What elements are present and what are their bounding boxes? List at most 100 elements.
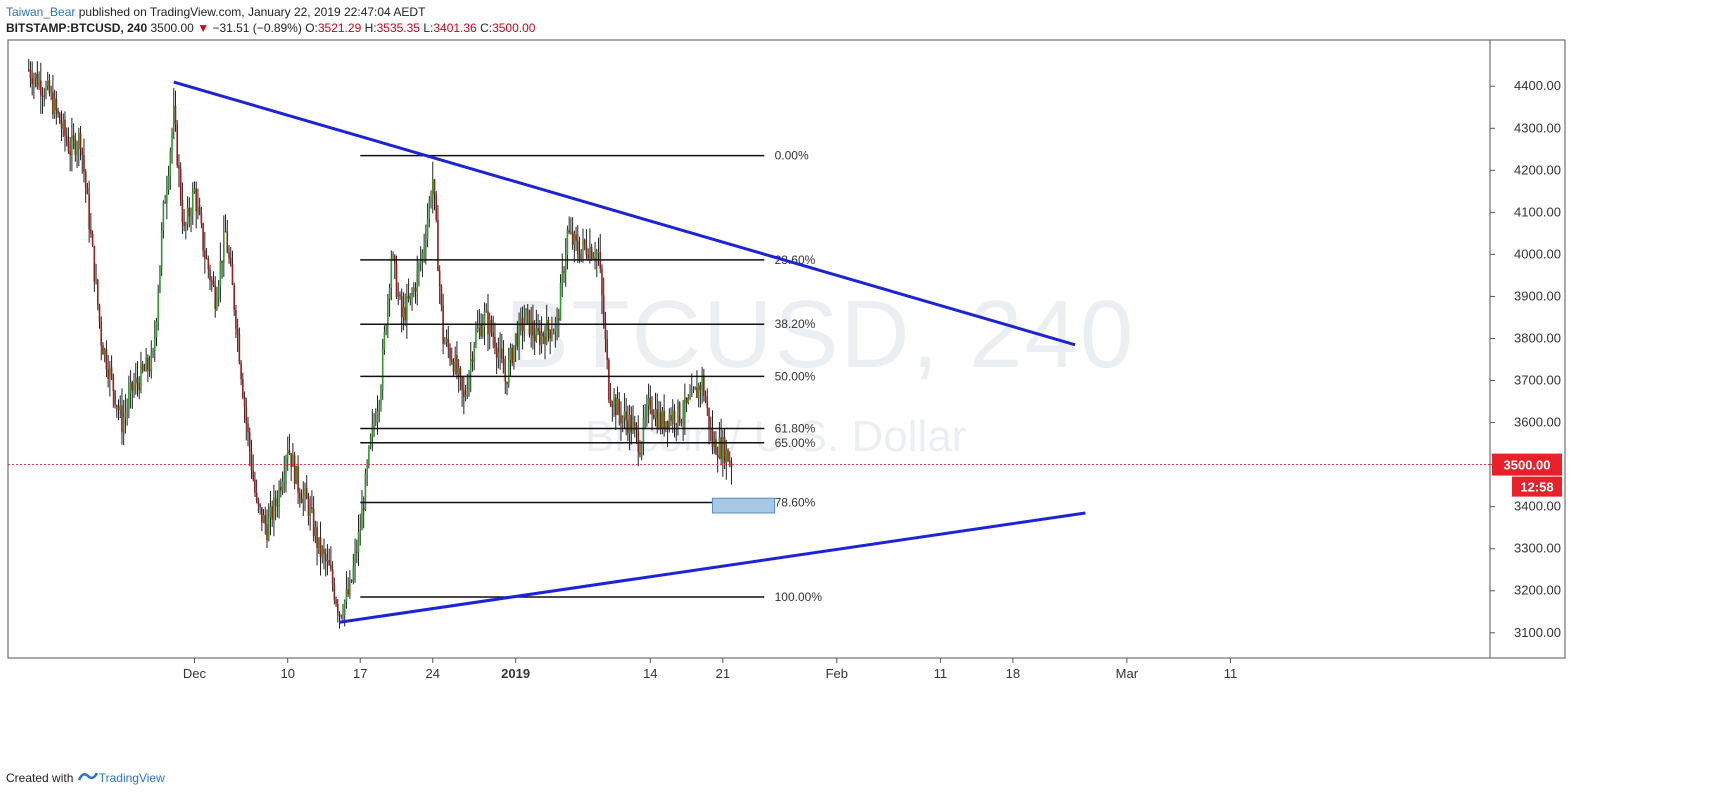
candle-body [658, 412, 660, 428]
candle-body [369, 436, 372, 448]
candle-body [506, 381, 508, 385]
candle-body [229, 258, 232, 265]
y-tick-label: 4200.00 [1514, 162, 1561, 177]
candle-body [219, 260, 222, 286]
publish-line: Taiwan_Bear published on TradingView.com… [6, 4, 535, 20]
candle-body [69, 151, 71, 156]
candle-body [456, 354, 458, 375]
candle-body [176, 124, 179, 166]
candle-body [43, 95, 46, 97]
author-link[interactable]: Taiwan_Bear [6, 5, 76, 19]
candle-body [594, 258, 596, 260]
candle-body [563, 270, 565, 274]
x-tick-label: Mar [1116, 666, 1139, 681]
candle-body [93, 246, 96, 282]
candle-body [604, 322, 607, 340]
candle-body [362, 508, 365, 510]
symbol-label: BITSTAMP:BTCUSD, 240 [6, 21, 148, 35]
y-tick-label: 4100.00 [1514, 204, 1561, 219]
candle-body [162, 202, 165, 231]
candle-body [295, 466, 298, 484]
candle-body [299, 492, 301, 499]
candle-body [616, 399, 619, 416]
candle-body [601, 268, 603, 296]
candle-body [671, 410, 674, 421]
candle-body [62, 119, 65, 129]
candle-body [224, 231, 227, 233]
candle-body [716, 454, 719, 458]
candle-body [276, 505, 279, 507]
candle-body [288, 450, 291, 454]
high-label: H: [364, 21, 377, 35]
candle-body [248, 432, 251, 452]
candle-body [269, 506, 272, 518]
close-label: C: [480, 21, 493, 35]
candle-body [704, 395, 707, 402]
candle-body [145, 357, 147, 372]
candle-body [520, 317, 522, 320]
candle-body [659, 412, 662, 429]
candle-body [378, 403, 381, 411]
candle-body [38, 80, 40, 87]
candle-body [390, 258, 393, 288]
candle-body [274, 497, 277, 506]
candle-body [611, 404, 614, 408]
candle-body [459, 368, 462, 378]
candle-body [495, 347, 498, 358]
candle-body [209, 269, 211, 281]
candle-body [687, 397, 690, 403]
y-tick-label: 3300.00 [1514, 541, 1561, 556]
candle-body [283, 474, 286, 482]
candle-body [409, 293, 412, 299]
candle-body [552, 332, 555, 335]
candle-body [469, 359, 472, 374]
candle-body [153, 337, 156, 352]
candle-body [221, 260, 223, 263]
candle-body [333, 584, 336, 600]
candle-body [718, 437, 721, 458]
tradingview-brand-link[interactable]: TradingView [98, 771, 165, 785]
candle-body [556, 318, 558, 323]
candle-body [198, 205, 201, 214]
candle-body [164, 202, 166, 204]
candle-body [359, 530, 362, 532]
candle-body [535, 327, 538, 342]
candle-body [435, 194, 438, 221]
candle-body [478, 324, 481, 328]
candle-body [340, 615, 343, 617]
candle-body [623, 411, 626, 418]
candle-body [34, 73, 37, 78]
candle-body [261, 507, 263, 523]
close-value: 3500.00 [492, 21, 536, 35]
candle-body [621, 417, 624, 424]
candle-body [314, 527, 317, 536]
candle-body [399, 294, 401, 297]
candle-body [300, 498, 303, 503]
y-tick-label: 3600.00 [1514, 415, 1561, 430]
candle-body [708, 407, 710, 429]
candle-body [602, 295, 605, 323]
candle-body [530, 321, 532, 335]
candle-body [200, 213, 203, 224]
symbol-line: BITSTAMP:BTCUSD, 240 3500.00 ▼ −31.51 (−… [6, 20, 535, 36]
candle-body [352, 566, 355, 581]
candle-body [720, 437, 722, 460]
candle-body [423, 247, 425, 253]
candle-body [83, 154, 85, 172]
candle-body [703, 375, 705, 396]
y-tick-label: 3900.00 [1514, 288, 1561, 303]
candle-body [392, 255, 394, 259]
candle-body [639, 452, 641, 456]
candle-body [526, 308, 529, 310]
x-tick-label: 2019 [501, 666, 530, 681]
candle-body [447, 338, 450, 348]
candle-body [670, 415, 672, 421]
candle-body [188, 207, 191, 217]
candle-body [511, 347, 513, 364]
candle-body [646, 404, 648, 417]
candle-body [267, 517, 270, 540]
candle-body [592, 258, 595, 260]
candle-body [338, 613, 341, 616]
candle-body [166, 189, 168, 204]
